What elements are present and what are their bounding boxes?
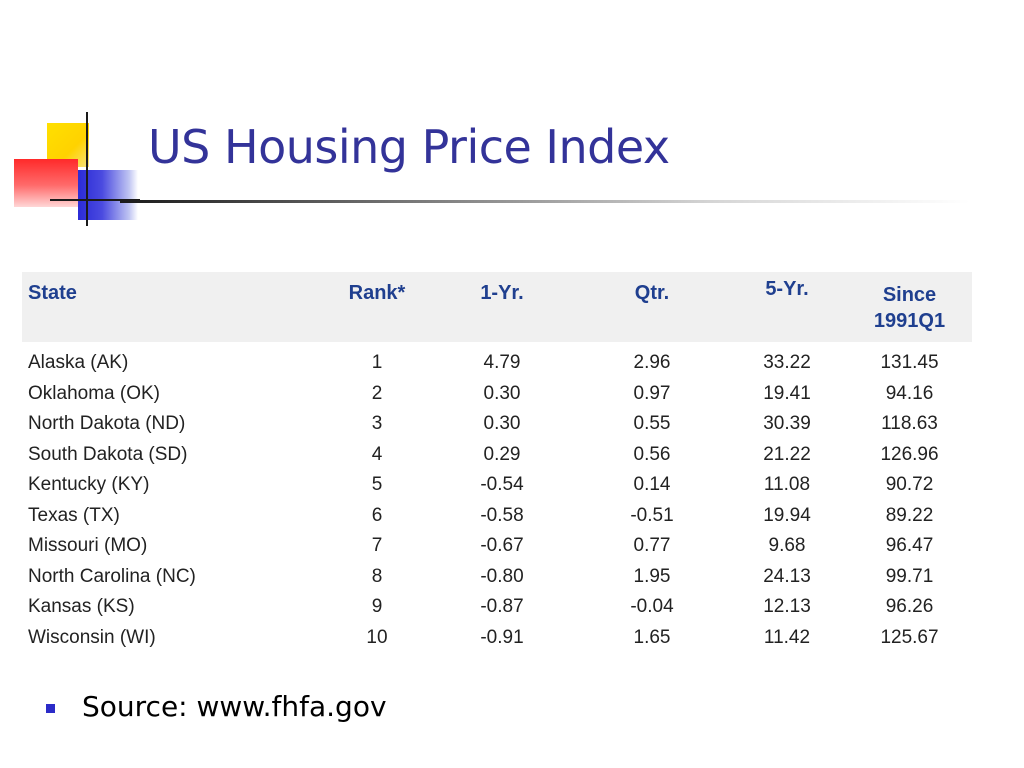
cell-state: North Dakota (ND) xyxy=(28,413,186,435)
cell-since: 96.47 xyxy=(885,535,934,557)
source-text: Source: www.fhfa.gov xyxy=(82,690,387,723)
cell-qtr: 2.96 xyxy=(633,352,671,374)
cell-state: North Carolina (NC) xyxy=(28,565,196,587)
housing-index-table-container: State Rank* 1-Yr. Qtr. 5-Yr. Since 1991Q1… xyxy=(22,272,972,653)
cell-since: 99.71 xyxy=(885,565,934,587)
cell-qtr: 1.95 xyxy=(633,565,671,587)
cell-since: 118.63 xyxy=(881,413,938,435)
cell-rank: 7 xyxy=(371,535,383,557)
cell-qtr: 0.14 xyxy=(633,474,671,496)
cell-one-yr: -0.67 xyxy=(480,535,524,557)
header-state: State xyxy=(28,282,77,304)
logo-horizontal-line xyxy=(50,199,140,201)
cell-rank: 5 xyxy=(371,474,383,496)
header-1yr: 1-Yr. xyxy=(480,282,524,304)
housing-index-table: State Rank* 1-Yr. Qtr. 5-Yr. Since 1991Q1… xyxy=(22,272,972,653)
cell-five-yr: 24.13 xyxy=(763,565,811,587)
cell-state: South Dakota (SD) xyxy=(28,443,188,465)
table-row: Alaska (AK) 1 4.79 2.96 33.22 131.45 xyxy=(22,342,972,379)
cell-state: Kansas (KS) xyxy=(28,596,135,618)
cell-rank: 6 xyxy=(371,504,383,526)
cell-five-yr: 30.39 xyxy=(763,413,811,435)
cell-qtr: -0.04 xyxy=(630,596,674,618)
cell-since: 126.96 xyxy=(880,443,939,465)
table-row: South Dakota (SD) 4 0.29 0.56 21.22 126.96 xyxy=(22,440,972,471)
cell-one-yr: -0.80 xyxy=(480,565,524,587)
cell-state: Oklahoma (OK) xyxy=(28,382,160,404)
cell-state: Kentucky (KY) xyxy=(28,474,150,496)
table-row: Wisconsin (WI) 10 -0.91 1.65 11.42 125.67 xyxy=(22,623,972,654)
cell-one-yr: 0.30 xyxy=(483,413,521,435)
cell-qtr: 1.65 xyxy=(633,626,671,648)
cell-one-yr: -0.58 xyxy=(480,504,524,526)
bullet-square-icon xyxy=(46,704,55,713)
cell-qtr: 0.77 xyxy=(633,535,671,557)
cell-one-yr: 4.79 xyxy=(483,352,521,374)
cell-rank: 8 xyxy=(371,565,383,587)
header-qtr: Qtr. xyxy=(634,282,670,304)
logo-blue-square xyxy=(78,170,138,220)
cell-five-yr: 19.41 xyxy=(763,382,811,404)
slide-title: US Housing Price Index xyxy=(148,120,670,174)
cell-since: 96.26 xyxy=(885,596,934,618)
header-5yr: 5-Yr. xyxy=(765,278,809,300)
cell-qtr: 0.55 xyxy=(633,413,671,435)
cell-state: Missouri (MO) xyxy=(28,535,148,557)
table-row: Kentucky (KY) 5 -0.54 0.14 11.08 90.72 xyxy=(22,470,972,501)
table-header-row: State Rank* 1-Yr. Qtr. 5-Yr. Since 1991Q1 xyxy=(22,272,972,342)
cell-five-yr: 19.94 xyxy=(763,504,811,526)
cell-five-yr: 12.13 xyxy=(763,596,811,618)
table-row: Texas (TX) 6 -0.58 -0.51 19.94 89.22 xyxy=(22,501,972,532)
cell-since: 89.22 xyxy=(885,504,934,526)
cell-five-yr: 21.22 xyxy=(763,443,811,465)
slide-logo-decoration xyxy=(0,0,160,240)
cell-qtr: 0.97 xyxy=(633,382,671,404)
header-since-1991q1: Since 1991Q1 xyxy=(873,284,946,332)
cell-since: 94.16 xyxy=(885,382,934,404)
table-row: Missouri (MO) 7 -0.67 0.77 9.68 96.47 xyxy=(22,531,972,562)
cell-rank: 3 xyxy=(371,413,383,435)
cell-rank: 1 xyxy=(371,352,383,374)
cell-since: 125.67 xyxy=(880,626,939,648)
cell-one-yr: 0.29 xyxy=(483,443,521,465)
table-row: Oklahoma (OK) 2 0.30 0.97 19.41 94.16 xyxy=(22,379,972,410)
title-underline xyxy=(120,200,970,203)
table-row: Kansas (KS) 9 -0.87 -0.04 12.13 96.26 xyxy=(22,592,972,623)
cell-since: 131.45 xyxy=(880,352,939,374)
cell-qtr: 0.56 xyxy=(633,443,671,465)
cell-rank: 10 xyxy=(366,626,388,648)
cell-five-yr: 9.68 xyxy=(768,535,806,557)
logo-vertical-line xyxy=(86,112,88,226)
cell-state: Wisconsin (WI) xyxy=(28,626,156,648)
table-row: North Dakota (ND) 3 0.30 0.55 30.39 118.63 xyxy=(22,409,972,440)
cell-five-yr: 33.22 xyxy=(763,352,811,374)
cell-rank: 4 xyxy=(371,443,383,465)
cell-five-yr: 11.08 xyxy=(763,474,811,496)
table-body: Alaska (AK) 1 4.79 2.96 33.22 131.45 Oklahoma … xyxy=(22,342,972,653)
cell-one-yr: -0.54 xyxy=(480,474,524,496)
table-row: North Carolina (NC) 8 -0.80 1.95 24.13 99.71 xyxy=(22,562,972,593)
cell-since: 90.72 xyxy=(885,474,934,496)
cell-rank: 9 xyxy=(371,596,383,618)
cell-state: Texas (TX) xyxy=(28,504,120,526)
cell-one-yr: -0.87 xyxy=(480,596,524,618)
cell-one-yr: 0.30 xyxy=(483,382,521,404)
cell-rank: 2 xyxy=(371,382,383,404)
cell-state: Alaska (AK) xyxy=(28,352,129,374)
cell-one-yr: -0.91 xyxy=(480,626,524,648)
cell-qtr: -0.51 xyxy=(630,504,674,526)
header-rank: Rank* xyxy=(348,282,406,304)
cell-five-yr: 11.42 xyxy=(763,626,811,648)
source-bullet-item: Source: www.fhfa.gov xyxy=(46,690,387,723)
